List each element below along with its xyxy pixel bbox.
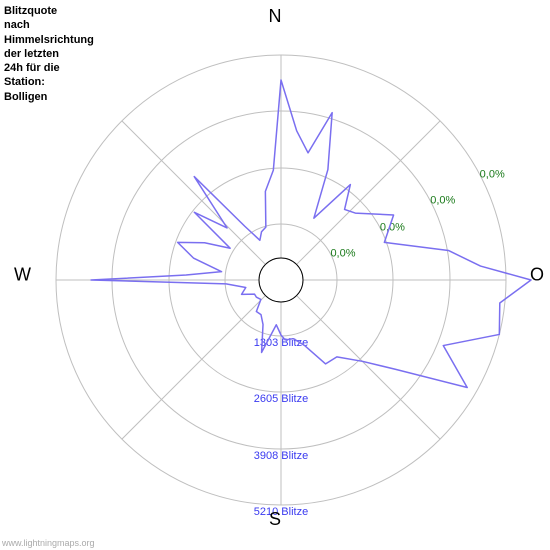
- compass-s: S: [269, 509, 281, 530]
- center-hole: [259, 258, 303, 302]
- compass-e: O: [530, 265, 544, 286]
- ring-pct-label: 0,0%: [330, 248, 355, 260]
- ring-pct-label: 0,0%: [380, 221, 405, 233]
- polar-chart: 0,0%0,0%0,0%0,0%1303 Blitze2605 Blitze39…: [0, 0, 550, 550]
- compass-n: N: [269, 6, 282, 27]
- grid-spoke: [297, 121, 441, 265]
- grid-spoke: [122, 296, 266, 440]
- compass-w: W: [14, 265, 31, 286]
- ring-count-label: 3908 Blitze: [254, 450, 308, 462]
- data-polygon: [91, 80, 531, 388]
- grid-spoke: [297, 296, 441, 440]
- ring-pct-label: 0,0%: [480, 168, 505, 180]
- ring-count-label: 2605 Blitze: [254, 393, 308, 405]
- ring-pct-label: 0,0%: [430, 195, 455, 207]
- footer-credit: www.lightningmaps.org: [2, 538, 95, 548]
